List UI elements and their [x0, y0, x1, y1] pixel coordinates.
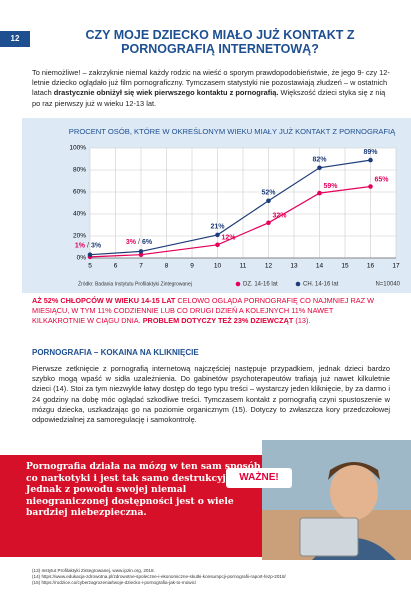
page-title: CZY MOJE DZIECKO MIAŁO JUŻ KONTAKT Z POR…	[85, 28, 355, 56]
x-tick-label: 12	[265, 263, 273, 270]
intro-text: Większość dzieci styka się z nią po raz …	[32, 88, 386, 108]
footnote: (15) https://rodzice.co/cyberzagrozenia/…	[32, 580, 197, 586]
x-tick-label: 6	[114, 263, 118, 270]
photo-hair	[328, 462, 380, 480]
value-label: 32%	[273, 213, 288, 220]
chart-title: PROCENT OSÓB, KTÓRE W OKREŚLONYM WIEKU M…	[69, 127, 396, 136]
section-heading: PORNOGRAFIA – KOKAINA NA KLIKNIĘCIE	[32, 348, 199, 357]
value-label: 21%	[210, 224, 225, 231]
y-tick-label: 0%	[77, 255, 87, 262]
y-tick-label: 80%	[73, 167, 86, 174]
x-tick-label: 17	[392, 263, 400, 270]
chart-note: N=10040	[375, 282, 400, 288]
chart: PROCENT OSÓB, KTÓRE W OKREŚLONYM WIEKU M…	[22, 118, 411, 293]
footnote: (13) Instytut Profilaktyki Zintegrowanej…	[32, 568, 155, 573]
chart-source: Źródło: Badania Instytutu Profilaktyki Z…	[78, 280, 192, 287]
series-line	[89, 159, 371, 256]
data-point	[266, 198, 271, 204]
x-tick-label: 16	[367, 263, 375, 270]
page-number: 12	[0, 31, 30, 47]
value-label: 12%	[222, 235, 237, 242]
intro: To niemożliwe! – zakrzyknie niemal każdy…	[32, 68, 392, 109]
x-tick-label: 5	[88, 263, 92, 270]
stat-bold: PROBLEM DOTYCZY TEŻ 23% DZIEWCZĄT	[142, 316, 294, 326]
value-label: 65%	[375, 176, 390, 183]
photo	[262, 440, 411, 560]
badge: WAŻNE!	[226, 468, 292, 488]
data-point	[266, 220, 271, 226]
stat-text: (13).	[293, 316, 311, 326]
legend-marker	[295, 281, 301, 287]
data-point	[368, 157, 373, 163]
intro-text: To niemożliwe! – zakrzyknie niemal każdy…	[32, 68, 390, 98]
legend-label: CH. 14-16 lat	[303, 282, 339, 288]
value-label: 59%	[324, 183, 339, 190]
x-tick-label: 7	[139, 263, 143, 270]
value-label: 89%	[363, 149, 378, 156]
series-line	[89, 185, 371, 258]
data-point	[215, 242, 220, 248]
data-point	[368, 184, 373, 189]
y-tick-label: 60%	[73, 189, 86, 196]
x-tick-label: 14	[316, 263, 324, 270]
data-point	[138, 252, 144, 257]
value-label: 3%	[91, 243, 102, 250]
label-separator: /	[87, 243, 89, 250]
photo-face	[330, 464, 378, 520]
stat: AŻ 52% CHŁOPCÓW W WIEKU 14-15 LAT CELOWO…	[32, 296, 387, 327]
y-tick-label: 20%	[73, 233, 86, 240]
y-tick-label: 100%	[69, 145, 86, 152]
photo-laptop	[299, 517, 359, 557]
legend-marker	[235, 281, 241, 287]
callout-text: Pornografia działa na mózg w ten sam spo…	[26, 461, 261, 519]
footnote: (14) https://www.edukacja-zdrowotna.pl/z…	[32, 574, 286, 580]
data-point	[215, 232, 220, 238]
label-separator: /	[138, 239, 140, 246]
value-label: 52%	[261, 190, 276, 197]
x-tick-label: 9	[190, 263, 194, 270]
stat-text: CELOWO OGLĄDA PORNOGRAFIĘ CO NAJMNIEJ RA…	[32, 296, 375, 326]
data-point	[317, 190, 322, 196]
value-label: 1%	[75, 243, 86, 250]
x-tick-label: 13	[290, 263, 298, 270]
data-point	[87, 252, 93, 257]
value-label: 6%	[142, 239, 153, 246]
x-tick-label: 10	[214, 263, 222, 270]
legend-label: DZ. 14-16 lat	[243, 282, 278, 288]
data-point	[138, 249, 144, 254]
x-tick-label: 15	[341, 263, 349, 270]
footnotes: (13) Instytut Profilaktyki Zintegrowanej…	[32, 568, 402, 587]
y-tick-label: 40%	[73, 211, 86, 218]
stat-bold: AŻ 52% CHŁOPCÓW W WIEKU 14-15 LAT	[32, 296, 176, 305]
intro-bold: drastycznie obniżył się wiek pierwszego …	[53, 88, 279, 98]
value-label: 82%	[312, 157, 327, 164]
x-tick-label: 11	[240, 263, 247, 270]
x-tick-label: 8	[165, 263, 169, 270]
body-text: Pierwsze zetknięcie z pornografią intern…	[32, 364, 390, 425]
data-point	[317, 165, 322, 171]
value-label: 3%	[126, 239, 137, 246]
